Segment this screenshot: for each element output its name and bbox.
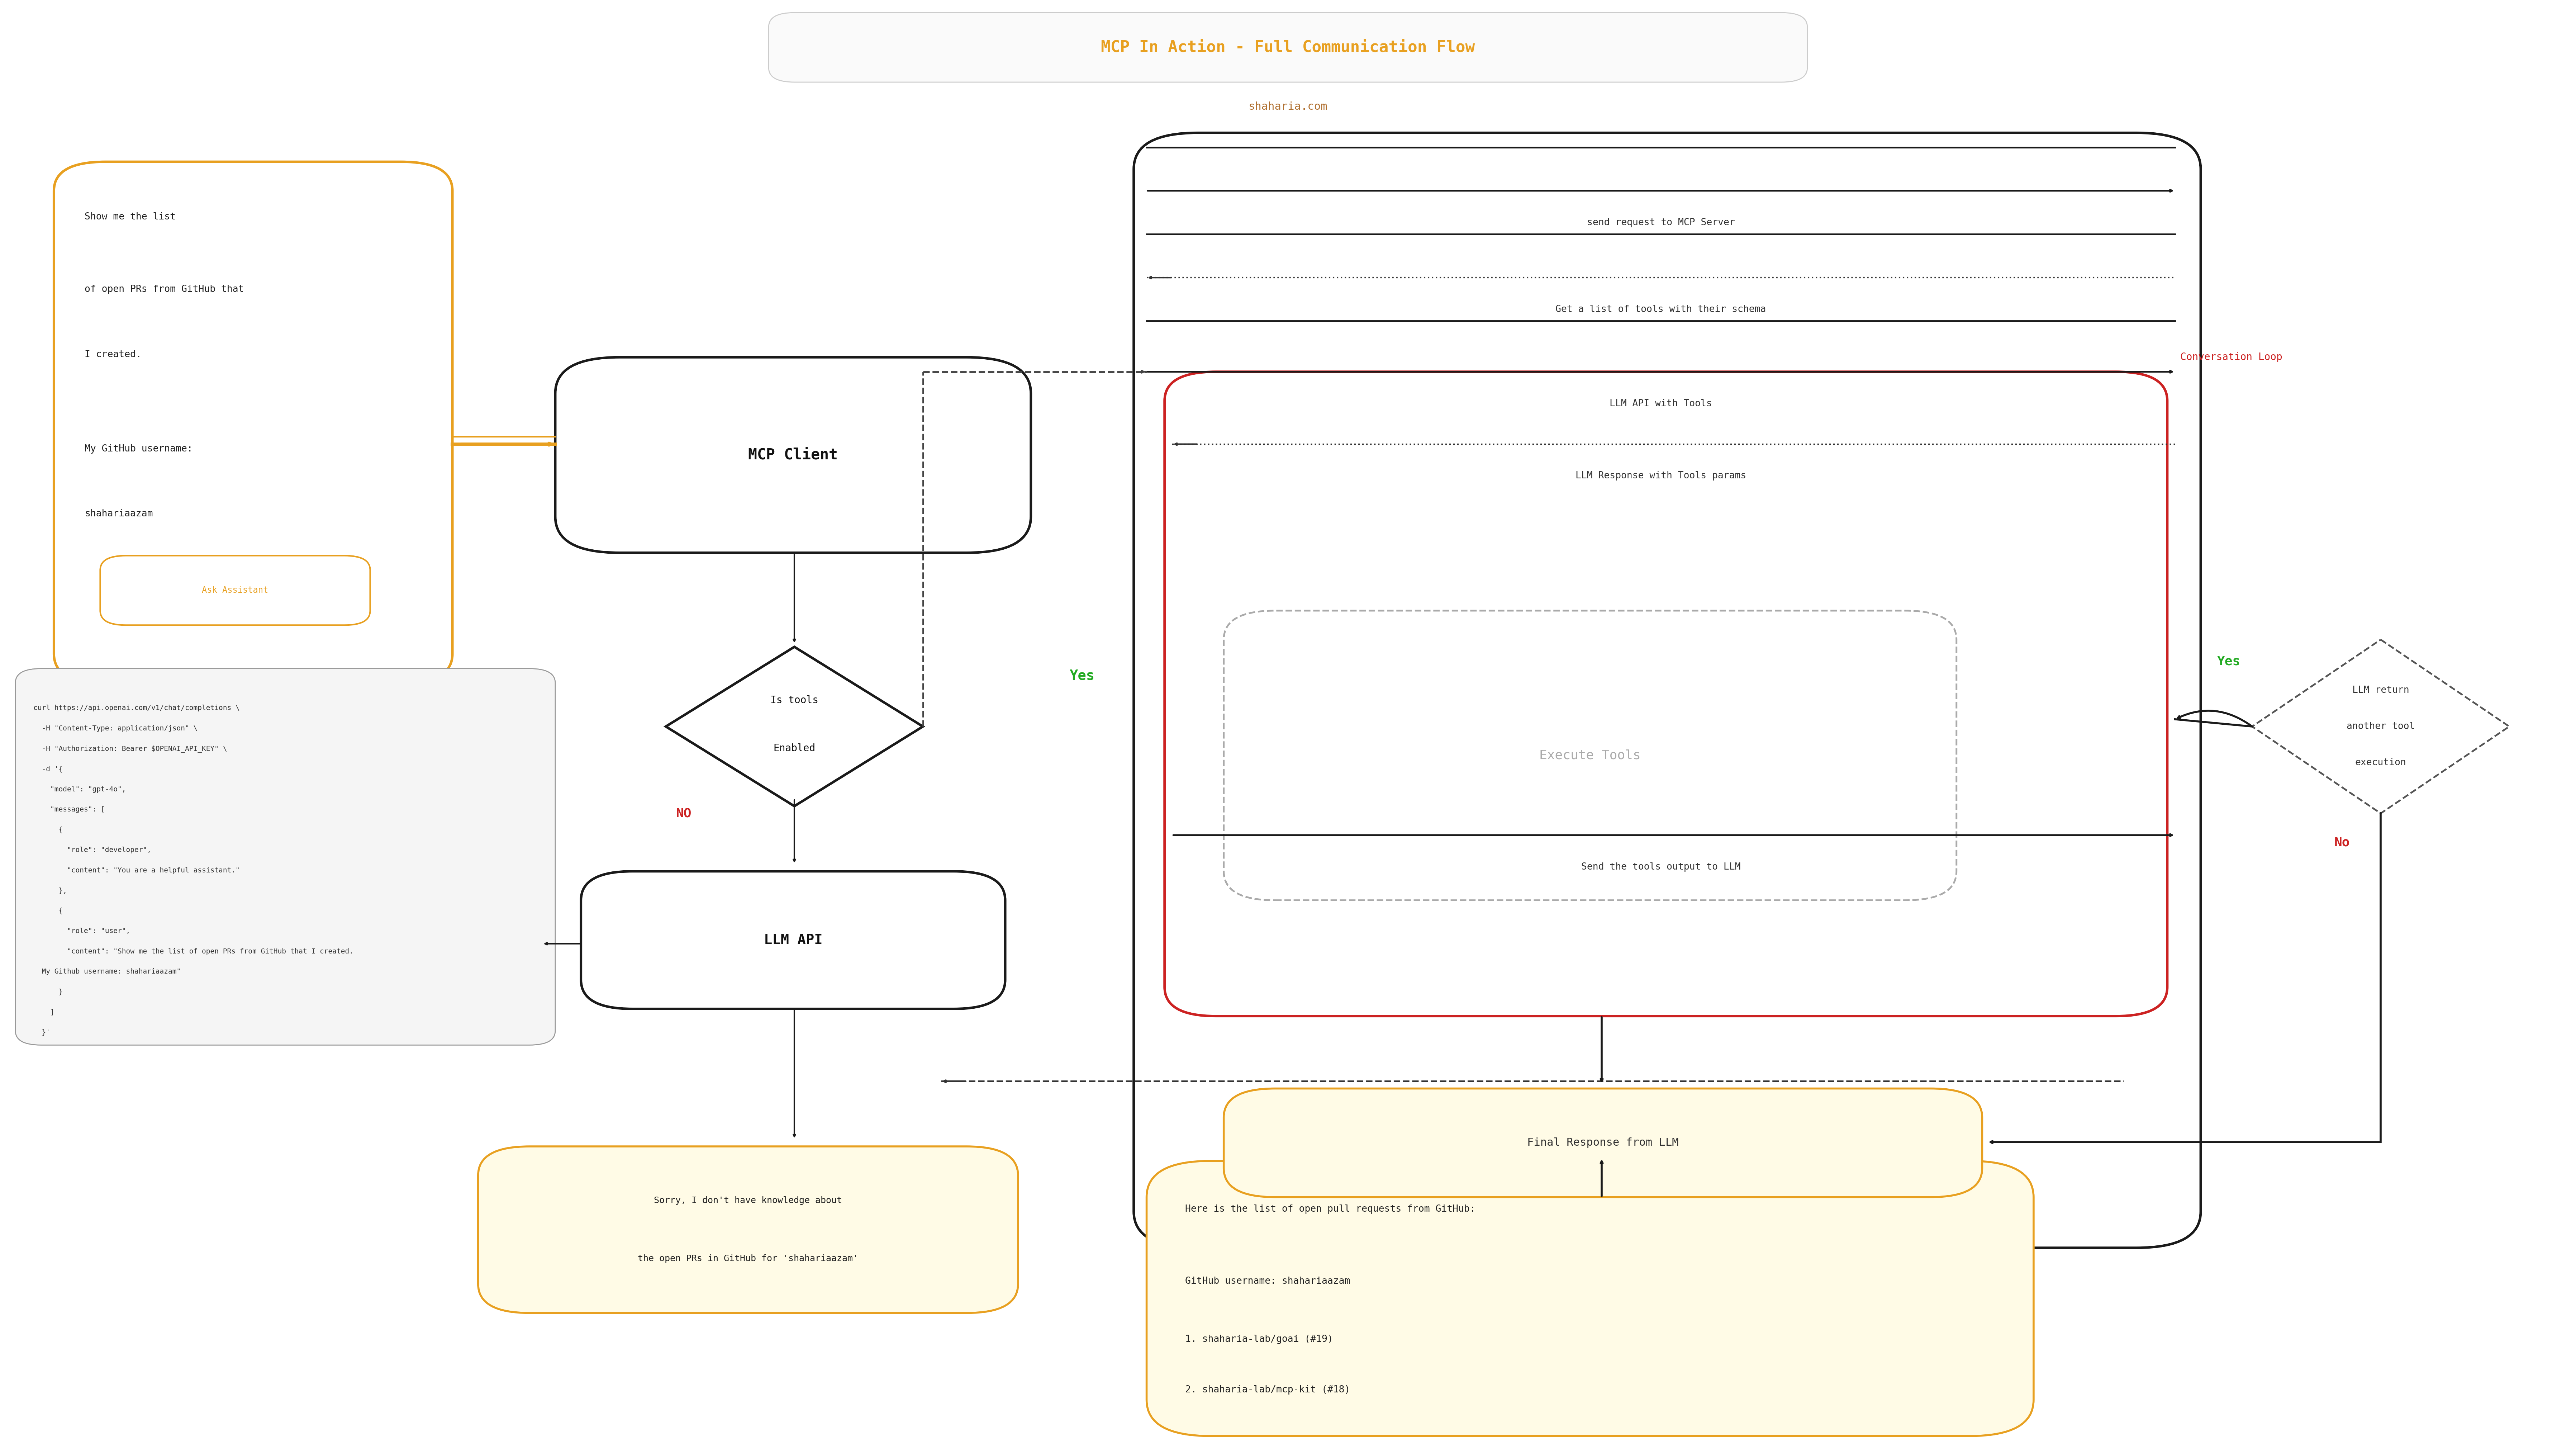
FancyBboxPatch shape bbox=[54, 161, 453, 683]
Text: LLM API: LLM API bbox=[762, 933, 822, 947]
Text: Sorry, I don't have knowledge about: Sorry, I don't have knowledge about bbox=[654, 1196, 842, 1205]
Text: {: { bbox=[33, 827, 62, 833]
Text: LLM Response with Tools params: LLM Response with Tools params bbox=[1577, 471, 1747, 481]
FancyBboxPatch shape bbox=[1224, 610, 1955, 901]
Text: another tool: another tool bbox=[2347, 722, 2414, 731]
Text: execution: execution bbox=[2354, 758, 2406, 767]
Text: shaharia.com: shaharia.com bbox=[1249, 102, 1327, 112]
FancyBboxPatch shape bbox=[15, 668, 556, 1045]
Text: of open PRs from GitHub that: of open PRs from GitHub that bbox=[85, 285, 245, 294]
Text: Yes: Yes bbox=[2218, 655, 2241, 667]
Text: send request to MCP Server: send request to MCP Server bbox=[1587, 218, 1734, 227]
Text: -d '{: -d '{ bbox=[33, 766, 62, 773]
Text: Show me the list: Show me the list bbox=[85, 212, 175, 222]
FancyBboxPatch shape bbox=[768, 13, 1808, 83]
FancyBboxPatch shape bbox=[556, 357, 1030, 552]
Text: }': }' bbox=[33, 1029, 49, 1036]
Text: NO: NO bbox=[675, 808, 690, 819]
Text: My Github username: shahariaazam": My Github username: shahariaazam" bbox=[33, 968, 180, 975]
Text: },: }, bbox=[33, 888, 67, 894]
Text: LLM return: LLM return bbox=[2352, 686, 2409, 695]
Text: LLM API with Tools: LLM API with Tools bbox=[1610, 400, 1713, 408]
FancyBboxPatch shape bbox=[1133, 132, 2200, 1248]
Text: Is tools: Is tools bbox=[770, 696, 819, 706]
Text: 2. shaharia-lab/mcp-kit (#18): 2. shaharia-lab/mcp-kit (#18) bbox=[1185, 1385, 1350, 1395]
Text: Conversation Loop: Conversation Loop bbox=[2179, 352, 2282, 362]
Text: "model": "gpt-4o",: "model": "gpt-4o", bbox=[33, 786, 126, 793]
Text: Ask Assistant: Ask Assistant bbox=[201, 586, 268, 594]
FancyBboxPatch shape bbox=[1224, 1088, 1981, 1197]
Text: Send the tools output to LLM: Send the tools output to LLM bbox=[1582, 862, 1741, 872]
FancyBboxPatch shape bbox=[1164, 372, 2166, 1016]
Text: My GitHub username:: My GitHub username: bbox=[85, 445, 193, 453]
Text: curl https://api.openai.com/v1/chat/completions \: curl https://api.openai.com/v1/chat/comp… bbox=[33, 705, 240, 712]
Text: the open PRs in GitHub for 'shahariaazam': the open PRs in GitHub for 'shahariaazam… bbox=[639, 1254, 858, 1263]
Polygon shape bbox=[665, 647, 922, 806]
Text: ]: ] bbox=[33, 1008, 54, 1016]
Text: "role": "developer",: "role": "developer", bbox=[33, 847, 152, 853]
Text: Here is the list of open pull requests from GitHub:: Here is the list of open pull requests f… bbox=[1185, 1205, 1476, 1213]
Text: "role": "user",: "role": "user", bbox=[33, 928, 131, 934]
Text: MCP In Action - Full Communication Flow: MCP In Action - Full Communication Flow bbox=[1100, 39, 1476, 55]
Polygon shape bbox=[2251, 639, 2509, 814]
FancyBboxPatch shape bbox=[582, 872, 1005, 1008]
FancyBboxPatch shape bbox=[479, 1146, 1018, 1314]
Text: {: { bbox=[33, 908, 62, 914]
Text: MCP Client: MCP Client bbox=[747, 448, 837, 462]
Text: -H "Authorization: Bearer $OPENAI_API_KEY" \: -H "Authorization: Bearer $OPENAI_API_KE… bbox=[33, 745, 227, 753]
Text: Enabled: Enabled bbox=[773, 742, 817, 753]
Text: GitHub username: shahariaazam: GitHub username: shahariaazam bbox=[1185, 1277, 1350, 1286]
Text: No: No bbox=[2334, 837, 2349, 849]
Text: Execute Tools: Execute Tools bbox=[1540, 750, 1641, 761]
Text: "content": "Show me the list of open PRs from GitHub that I created.: "content": "Show me the list of open PRs… bbox=[33, 947, 353, 955]
Text: 1. shaharia-lab/goai (#19): 1. shaharia-lab/goai (#19) bbox=[1185, 1335, 1334, 1344]
Text: "messages": [: "messages": [ bbox=[33, 806, 106, 814]
Text: Yes: Yes bbox=[1069, 668, 1095, 683]
Text: Final Response from LLM: Final Response from LLM bbox=[1528, 1138, 1680, 1148]
FancyBboxPatch shape bbox=[100, 555, 371, 625]
Text: Get a list of tools with their schema: Get a list of tools with their schema bbox=[1556, 305, 1767, 314]
Text: I created.: I created. bbox=[85, 350, 142, 359]
FancyBboxPatch shape bbox=[1146, 1161, 2032, 1436]
Text: -H "Content-Type: application/json" \: -H "Content-Type: application/json" \ bbox=[33, 725, 198, 732]
Text: "content": "You are a helpful assistant.": "content": "You are a helpful assistant.… bbox=[33, 867, 240, 873]
Text: shahariaazam: shahariaazam bbox=[85, 510, 152, 519]
Text: }: } bbox=[33, 988, 62, 995]
